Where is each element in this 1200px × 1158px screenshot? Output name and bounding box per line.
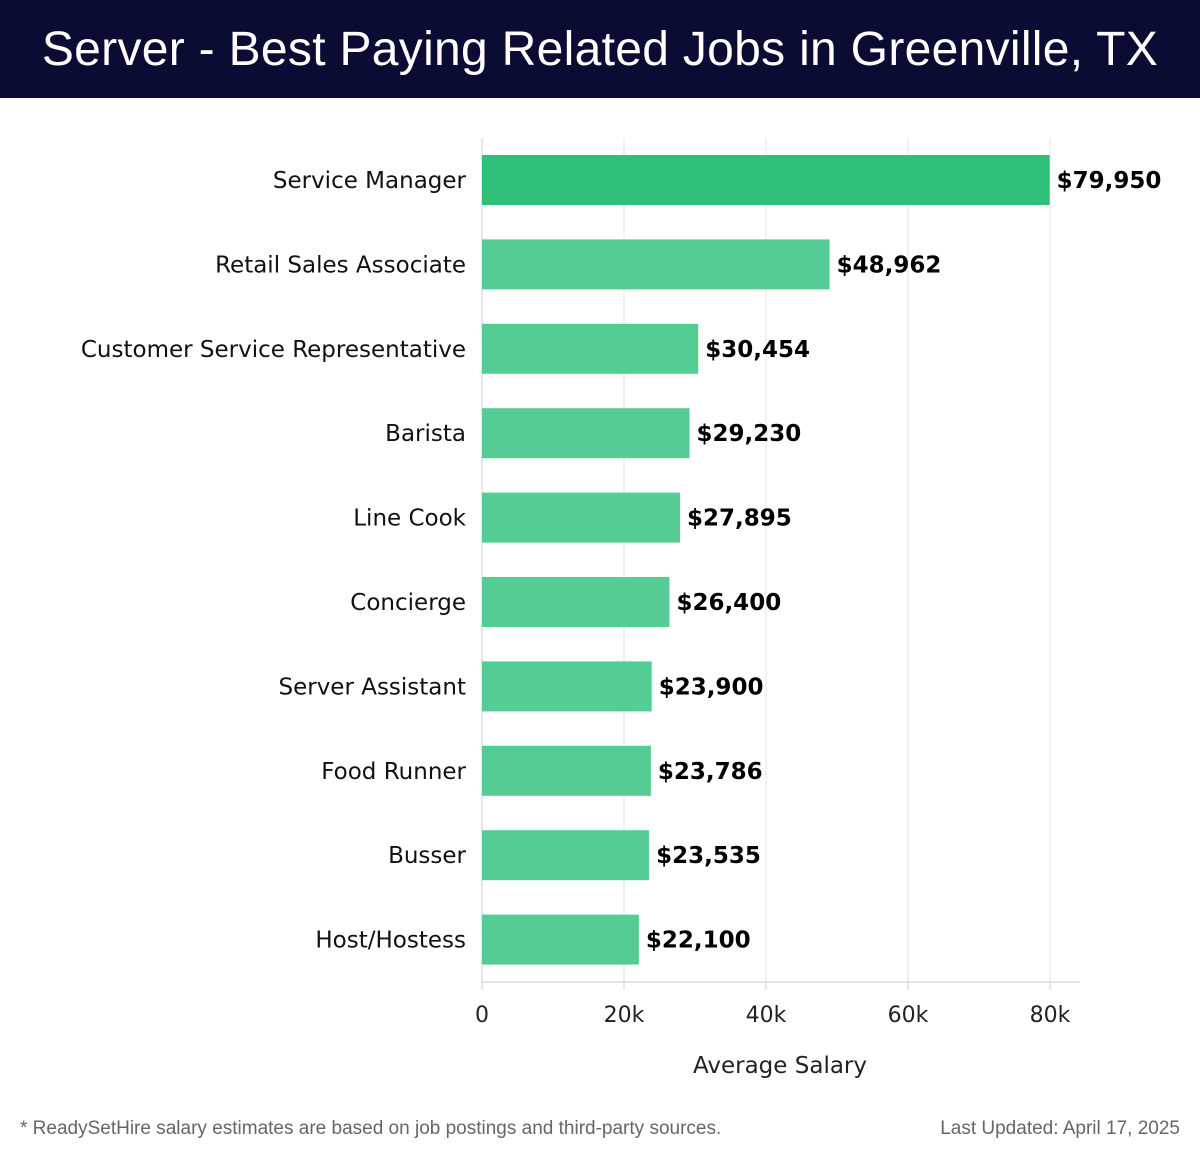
value-label: $79,950	[1057, 168, 1162, 194]
value-label: $22,100	[646, 928, 751, 954]
category-label: Line Cook	[353, 506, 466, 532]
category-label: Customer Service Representative	[81, 337, 466, 363]
value-label: $23,900	[659, 674, 764, 700]
value-label: $48,962	[837, 252, 942, 278]
x-axis-title: Average Salary	[693, 1053, 867, 1079]
x-tick-label: 60k	[888, 1003, 929, 1028]
bar	[482, 492, 681, 543]
bar	[482, 661, 652, 712]
category-label: Concierge	[350, 590, 466, 616]
value-label: $27,895	[687, 506, 792, 532]
category-label: Service Manager	[273, 168, 467, 194]
bar	[482, 914, 639, 965]
x-tick-label: 40k	[746, 1003, 787, 1028]
bar	[482, 155, 1050, 205]
category-label: Server Assistant	[278, 674, 466, 700]
chart-header: Server - Best Paying Related Jobs in Gre…	[0, 0, 1200, 98]
bar	[482, 239, 830, 290]
bar	[482, 745, 651, 796]
footer-note: * ReadySetHire salary estimates are base…	[20, 1118, 722, 1139]
value-label: $26,400	[676, 590, 781, 616]
bar	[482, 323, 699, 374]
category-label: Barista	[385, 421, 466, 447]
value-label: $23,786	[658, 759, 763, 785]
x-tick-label: 20k	[604, 1003, 645, 1028]
value-label: $30,454	[705, 337, 810, 363]
bar	[482, 830, 650, 881]
bar	[482, 408, 690, 459]
chart-title: Server - Best Paying Related Jobs in Gre…	[41, 22, 1159, 76]
x-tick-label: 80k	[1030, 1003, 1071, 1028]
x-tick-label: 0	[475, 1003, 489, 1028]
value-label: $29,230	[697, 421, 802, 447]
bar-chart: 0 20k 40k 60k 80k Average Salary Service Manag…	[81, 138, 1162, 1079]
last-updated: Last Updated: April 17, 2025	[940, 1118, 1180, 1139]
category-label: Retail Sales Associate	[215, 252, 466, 278]
category-label: Host/Hostess	[315, 928, 466, 954]
category-label: Busser	[388, 843, 466, 869]
bar	[482, 577, 670, 627]
category-label: Food Runner	[321, 759, 466, 785]
value-label: $23,535	[656, 843, 761, 869]
